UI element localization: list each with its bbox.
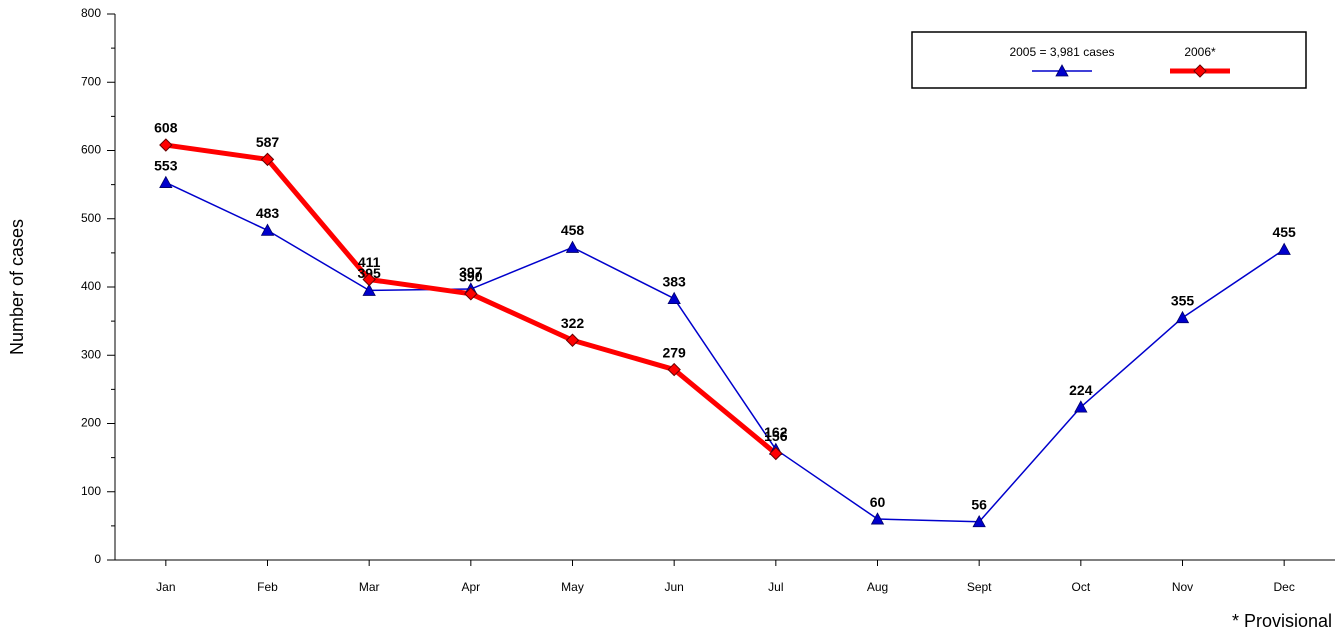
legend-label: 2005 = 3,981 cases xyxy=(1009,45,1114,59)
legend-marker xyxy=(1055,64,1069,77)
data-label: 322 xyxy=(561,315,585,331)
y-tick-label: 500 xyxy=(81,211,101,225)
data-label: 279 xyxy=(662,344,686,360)
data-label: 483 xyxy=(256,205,280,221)
x-tick-label: May xyxy=(561,580,584,594)
legend-marker xyxy=(1193,64,1207,78)
data-label: 458 xyxy=(561,222,585,238)
point xyxy=(362,272,376,287)
y-tick-label: 200 xyxy=(81,416,101,430)
data-label: 411 xyxy=(358,254,381,270)
data-label: 587 xyxy=(256,134,280,150)
x-tick-label: Mar xyxy=(359,580,380,594)
point xyxy=(565,333,580,347)
data-label: 56 xyxy=(971,496,987,512)
x-tick-label: Feb xyxy=(257,580,278,594)
x-tick-label: Jan xyxy=(156,580,175,594)
data-label: 60 xyxy=(870,494,886,510)
y-tick-label: 300 xyxy=(81,347,101,361)
x-tick-label: Sept xyxy=(967,580,992,594)
data-label: 156 xyxy=(764,428,788,444)
point xyxy=(159,175,173,188)
point xyxy=(260,223,275,236)
point xyxy=(464,287,478,301)
data-label: 383 xyxy=(662,273,686,289)
data-label: 355 xyxy=(1171,292,1195,308)
point xyxy=(667,362,681,377)
y-tick-label: 400 xyxy=(81,279,101,293)
data-label: 162 xyxy=(764,424,788,440)
series-line xyxy=(165,181,1285,523)
legend-label: 2006* xyxy=(1184,45,1216,59)
y-tick-label: 800 xyxy=(81,6,101,20)
x-tick-label: Aug xyxy=(867,580,888,594)
y-axis-label: Number of cases xyxy=(7,219,27,355)
point xyxy=(1277,242,1291,255)
y-tick-label: 100 xyxy=(81,484,101,498)
x-tick-label: Dec xyxy=(1273,580,1294,594)
y-tick-label: 0 xyxy=(94,552,101,566)
point xyxy=(870,512,885,525)
x-tick-label: Jul xyxy=(768,580,783,594)
point xyxy=(667,291,681,305)
data-label: 397 xyxy=(459,264,483,280)
data-label: 608 xyxy=(154,120,178,136)
point xyxy=(159,138,173,152)
data-label: 455 xyxy=(1272,224,1296,240)
y-tick-label: 600 xyxy=(81,143,101,157)
point xyxy=(260,152,275,167)
x-tick-label: Apr xyxy=(461,580,480,594)
point xyxy=(972,514,986,528)
data-label: 224 xyxy=(1069,382,1093,398)
point xyxy=(1074,400,1088,413)
data-label: 390 xyxy=(459,269,483,285)
x-tick-label: Jun xyxy=(664,580,683,594)
data-label: 553 xyxy=(154,157,178,173)
legend-box xyxy=(911,31,1307,89)
point xyxy=(769,446,783,461)
y-tick-label: 700 xyxy=(81,74,101,88)
point xyxy=(565,240,580,253)
x-tick-label: Oct xyxy=(1071,580,1090,594)
point xyxy=(362,283,376,296)
point xyxy=(1175,310,1190,324)
annotation: * Provisional xyxy=(1232,611,1332,631)
x-tick-label: Nov xyxy=(1172,580,1193,594)
